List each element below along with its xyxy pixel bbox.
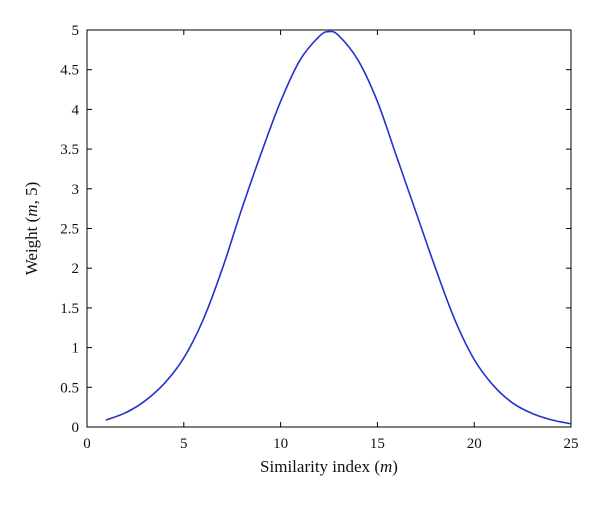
x-tick-label: 20 bbox=[467, 436, 482, 452]
axis-label-part: m bbox=[22, 204, 41, 216]
y-tick-label: 2 bbox=[72, 261, 80, 277]
axis-label-part: Similarity index ( bbox=[260, 457, 380, 476]
plot-area bbox=[86, 29, 572, 428]
y-axis-ticks: 0 0.5 1 1.5 2 2.5 3 3.5 4 4.5 5 bbox=[60, 23, 571, 436]
axis-label-part: m bbox=[380, 457, 392, 476]
x-axis-ticks: 0 5 10 15 20 25 bbox=[83, 30, 579, 452]
y-tick-label: 5 bbox=[72, 23, 80, 39]
y-tick-label: 2.5 bbox=[60, 222, 79, 238]
y-tick-label: 4.5 bbox=[60, 63, 79, 79]
x-tick-label: 5 bbox=[180, 436, 188, 452]
axis-label-part: Weight ( bbox=[22, 216, 41, 275]
x-tick-label: 25 bbox=[564, 436, 579, 452]
series-line bbox=[105, 30, 572, 425]
y-tick-label: 0 bbox=[72, 420, 80, 436]
x-tick-label: 0 bbox=[83, 436, 91, 452]
axis-label-part: , 5) bbox=[22, 182, 41, 205]
y-tick-label: 1.5 bbox=[60, 301, 79, 317]
y-tick-label: 0.5 bbox=[60, 380, 79, 396]
y-tick-label: 4 bbox=[72, 102, 80, 118]
y-tick-label: 3.5 bbox=[60, 142, 79, 158]
y-tick-label: 1 bbox=[72, 341, 80, 357]
y-tick-label: 3 bbox=[72, 182, 80, 198]
axis-label-part: ) bbox=[392, 457, 398, 476]
x-axis-label: Similarity index (m) bbox=[260, 457, 398, 476]
x-tick-label: 15 bbox=[370, 436, 385, 452]
x-tick-label: 10 bbox=[273, 436, 288, 452]
y-axis-label: Weight (m, 5) bbox=[22, 182, 41, 276]
